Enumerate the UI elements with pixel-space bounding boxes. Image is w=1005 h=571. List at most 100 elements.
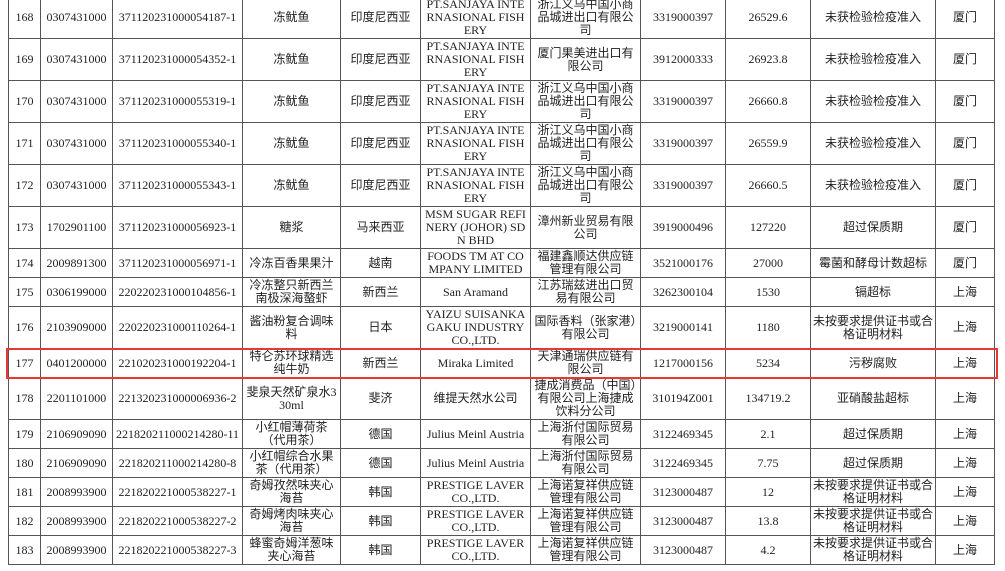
table-cell: 厦门 — [935, 38, 995, 81]
table-cell: 371120231000056971-1 — [112, 248, 243, 278]
table-cell: 3319000397 — [640, 164, 726, 207]
table-cell: 冷冻整只新西兰南极深海螯虾 — [242, 277, 341, 307]
table-cell: 超过保质期 — [810, 448, 936, 478]
table-cell: 26660.8 — [725, 80, 811, 123]
table-cell: 奇姆烤肉味夹心海苔 — [242, 506, 341, 536]
table-cell: 3123000487 — [640, 535, 726, 565]
table-cell: 小红帽薄荷茶（代用茶） — [242, 419, 341, 449]
table-cell: 26559.9 — [725, 122, 811, 165]
table-cell: 12 — [725, 477, 811, 507]
table-cell: 168 — [8, 0, 41, 39]
table-cell: 1217000156 — [640, 348, 726, 378]
table-cell: 3521000176 — [640, 248, 726, 278]
table-cell: 未获检验检疫准入 — [810, 38, 936, 81]
table-cell: 上海浙付国际贸易有限公司 — [530, 448, 641, 478]
table-cell: PT.SANJAYA INTERNASIONAL FISHERY — [420, 80, 531, 123]
table-row: 182 2008993900 221820221000538227-2 奇姆烤肉味夹心… — [8, 506, 995, 536]
table-cell: 江苏瑞兹进出口贸易有限公司 — [530, 277, 641, 307]
table-cell: 厦门 — [935, 80, 995, 123]
table-cell: 厦门 — [935, 248, 995, 278]
table-cell: 新西兰 — [340, 277, 421, 307]
table-cell: 4.2 — [725, 535, 811, 565]
table-cell: 371120231000055319-1 — [112, 80, 243, 123]
table-cell: 冻鱿鱼 — [242, 122, 341, 165]
table-cell: 26660.5 — [725, 164, 811, 207]
table-cell: 173 — [8, 206, 41, 249]
table-cell: 183 — [8, 535, 41, 565]
table-cell: 220220231000110264-1 — [112, 306, 243, 349]
table-cell: 310194Z001 — [640, 377, 726, 420]
table-cell: 斐泉天然矿泉水330ml — [242, 377, 341, 420]
table-row: 178 2201101000 221320231000006936-2 斐泉天然矿泉水… — [8, 377, 995, 420]
table-cell: 178 — [8, 377, 41, 420]
table-cell: 371120231000054352-1 — [112, 38, 243, 81]
table-cell: 2106909090 — [40, 419, 113, 449]
table-cell: 2103909000 — [40, 306, 113, 349]
table-cell: 179 — [8, 419, 41, 449]
table-row: 176 2103909000 220220231000110264-1 酱油粉复合调味… — [8, 306, 995, 349]
table-cell: 182 — [8, 506, 41, 536]
table-cell: 3319000397 — [640, 0, 726, 39]
table-row: 181 2008993900 221820221000538227-1 奇姆孜然味夹心… — [8, 477, 995, 507]
table-cell: 221820221000538227-3 — [112, 535, 243, 565]
table-cell: 171 — [8, 122, 41, 165]
table-row: 168 0307431000 371120231000054187-1 冻鱿鱼 印度尼西… — [8, 0, 995, 39]
table-cell: 上海诺复祥供应链管理有限公司 — [530, 535, 641, 565]
table-cell: San Aramand — [420, 277, 531, 307]
table-cell: 维提天然水公司 — [420, 377, 531, 420]
table-cell: 越南 — [340, 248, 421, 278]
table-cell: 2106909090 — [40, 448, 113, 478]
table-cell: 捷成消费品（中国）有限公司上海捷成饮料分公司 — [530, 377, 641, 420]
table-row: 169 0307431000 371120231000054352-1 冻鱿鱼 印度尼西… — [8, 38, 995, 81]
table-cell: 糖浆 — [242, 206, 341, 249]
table-cell: 厦门 — [935, 206, 995, 249]
table-cell: 冻鱿鱼 — [242, 80, 341, 123]
table-cell: PT.SANJAYA INTERNASIONAL FISHERY — [420, 164, 531, 207]
table-cell: PRESTIGE LAVER CO.,LTD. — [420, 477, 531, 507]
table-row: 173 1702901100 371120231000056923-1 糖浆 马来西亚 M… — [8, 206, 995, 249]
table-cell: 上海 — [935, 506, 995, 536]
table-cell: 1702901100 — [40, 206, 113, 249]
table-cell: 上海 — [935, 306, 995, 349]
table-cell: 上海诺复祥供应链管理有限公司 — [530, 477, 641, 507]
table-row: 170 0307431000 371120231000055319-1 冻鱿鱼 印度尼西… — [8, 80, 995, 123]
table-cell: 未获检验检疫准入 — [810, 164, 936, 207]
table-cell: 韩国 — [340, 535, 421, 565]
table-cell: 超过保质期 — [810, 206, 936, 249]
table-cell: 0401200000 — [40, 348, 113, 378]
table-cell: 浙江义乌中国小商品城进出口有限公司 — [530, 0, 641, 39]
table-cell: 3219000141 — [640, 306, 726, 349]
table-cell: 172 — [8, 164, 41, 207]
table-cell: 上海 — [935, 419, 995, 449]
table-cell: 176 — [8, 306, 41, 349]
table-row: 175 0306199000 220220231000104856-1 冷冻整只新西兰… — [8, 277, 995, 307]
table-cell: 174 — [8, 248, 41, 278]
table-body: 168 0307431000 371120231000054187-1 冻鱿鱼 印度尼西… — [8, 0, 995, 565]
table-cell: 上海 — [935, 348, 995, 378]
table-cell: 0307431000 — [40, 164, 113, 207]
table-cell: 221820221000538227-2 — [112, 506, 243, 536]
table-cell: 0307431000 — [40, 80, 113, 123]
table-cell: 3919000496 — [640, 206, 726, 249]
table-cell: 0307431000 — [40, 38, 113, 81]
table-cell: PT.SANJAYA INTERNASIONAL FISHERY — [420, 122, 531, 165]
table-cell: 韩国 — [340, 506, 421, 536]
table-cell: 亚硝酸盐超标 — [810, 377, 936, 420]
table-cell: YAIZU SUISANKAGAKU INDUSTRY CO.,LTD. — [420, 306, 531, 349]
table-cell: 3122469345 — [640, 419, 726, 449]
table-cell: Julius Meinl Austria — [420, 419, 531, 449]
table-cell: 厦门果美进出口有限公司 — [530, 38, 641, 81]
table-cell: PRESTIGE LAVER CO.,LTD. — [420, 506, 531, 536]
table-cell: 蜂蜜奇姆洋葱味夹心海苔 — [242, 535, 341, 565]
table-cell: 污秽腐败 — [810, 348, 936, 378]
table-cell: 漳州新业贸易有限公司 — [530, 206, 641, 249]
table-cell: 冻鱿鱼 — [242, 0, 341, 39]
table-cell: 印度尼西亚 — [340, 38, 421, 81]
table-cell: 韩国 — [340, 477, 421, 507]
table-cell: 德国 — [340, 419, 421, 449]
table-cell: 221020231000192204-1 — [112, 348, 243, 378]
table-cell: 厦门 — [935, 0, 995, 39]
table-cell: 221320231000006936-2 — [112, 377, 243, 420]
table-cell: 371120231000054187-1 — [112, 0, 243, 39]
